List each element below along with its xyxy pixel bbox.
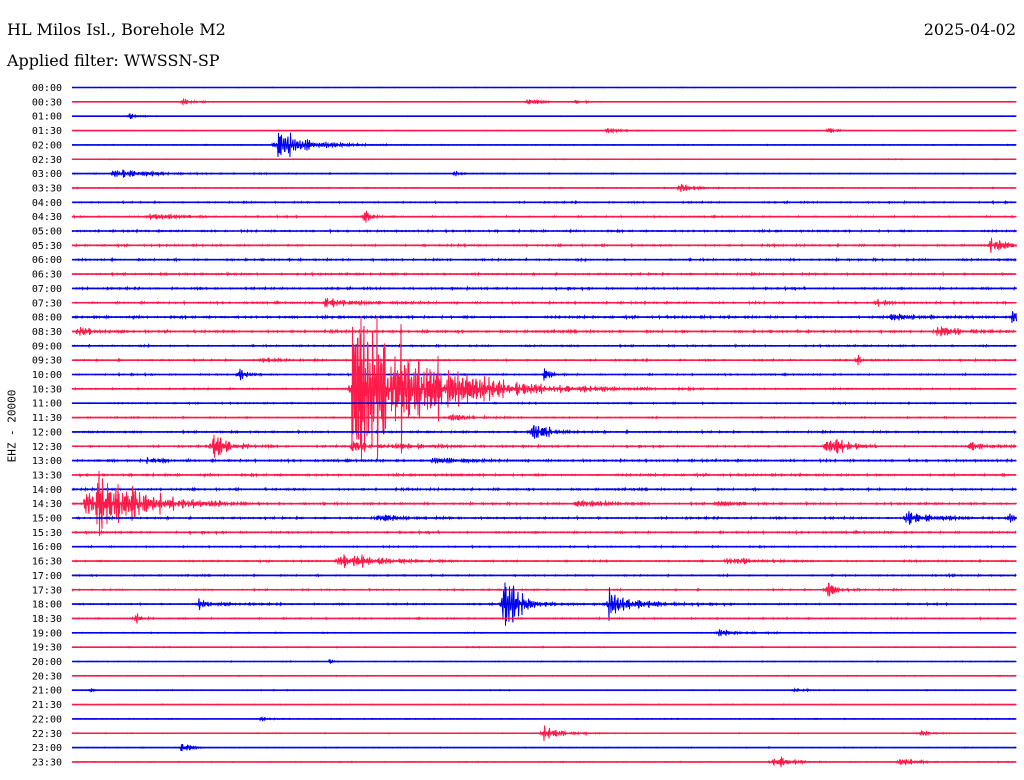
row-label-1430: 14:30 <box>32 499 62 510</box>
row-label-0230: 02:30 <box>32 155 62 166</box>
row-labels: 00:00 00:30 01:00 01:30 02:00 02:30 03:00 03:30… <box>32 83 62 768</box>
row-label-0900: 09:00 <box>32 341 62 352</box>
row-label-1130: 11:30 <box>32 413 62 424</box>
row-label-0330: 03:30 <box>32 183 62 194</box>
row-label-2230: 22:30 <box>32 729 62 740</box>
row-label-0400: 04:00 <box>32 198 62 209</box>
row-label-1830: 18:30 <box>32 614 62 625</box>
row-label-1400: 14:00 <box>32 485 62 496</box>
row-label-0930: 09:30 <box>32 356 62 367</box>
row-label-1100: 11:00 <box>32 399 62 410</box>
row-label-1800: 18:00 <box>32 600 62 611</box>
row-label-0700: 07:00 <box>32 284 62 295</box>
row-label-0730: 07:30 <box>32 298 62 309</box>
row-label-0030: 00:30 <box>32 97 62 108</box>
date-label: 2025-04-02 <box>923 20 1016 39</box>
row-label-2130: 21:30 <box>32 700 62 711</box>
row-label-2300: 23:00 <box>32 743 62 754</box>
row-label-0500: 05:00 <box>32 227 62 238</box>
row-label-1900: 19:00 <box>32 628 62 639</box>
row-label-1330: 13:30 <box>32 470 62 481</box>
row-label-1930: 19:30 <box>32 643 62 654</box>
filter-label: Applied filter: WWSSN-SP <box>7 51 220 70</box>
row-label-2030: 20:30 <box>32 671 62 682</box>
row-label-0100: 01:00 <box>32 112 62 123</box>
row-label-1600: 16:00 <box>32 542 62 553</box>
row-label-2000: 20:00 <box>32 657 62 668</box>
row-label-0600: 06:00 <box>32 255 62 266</box>
row-label-0830: 08:30 <box>32 327 62 338</box>
row-label-0430: 04:30 <box>32 212 62 223</box>
row-label-0300: 03:00 <box>32 169 62 180</box>
row-label-1700: 17:00 <box>32 571 62 582</box>
row-label-1630: 16:30 <box>32 557 62 568</box>
row-label-1200: 12:00 <box>32 427 62 438</box>
row-label-0130: 01:30 <box>32 126 62 137</box>
trace-lines <box>71 86 1017 768</box>
row-label-1030: 10:30 <box>32 384 62 395</box>
row-label-1300: 13:00 <box>32 456 62 467</box>
row-label-1730: 17:30 <box>32 585 62 596</box>
row-label-0000: 00:00 <box>32 83 62 94</box>
row-label-0530: 05:30 <box>32 241 62 252</box>
row-label-1500: 15:00 <box>32 514 62 525</box>
row-label-2200: 22:00 <box>32 714 62 725</box>
row-label-0630: 06:30 <box>32 270 62 281</box>
row-label-2100: 21:00 <box>32 686 62 697</box>
row-label-0800: 08:00 <box>32 313 62 324</box>
row-label-2330: 23:30 <box>32 757 62 768</box>
row-label-0200: 02:00 <box>32 140 62 151</box>
row-label-1000: 10:00 <box>32 370 62 381</box>
row-label-1530: 15:30 <box>32 528 62 539</box>
row-label-1230: 12:30 <box>32 442 62 453</box>
station-title: HL Milos Isl., Borehole M2 <box>7 20 226 39</box>
